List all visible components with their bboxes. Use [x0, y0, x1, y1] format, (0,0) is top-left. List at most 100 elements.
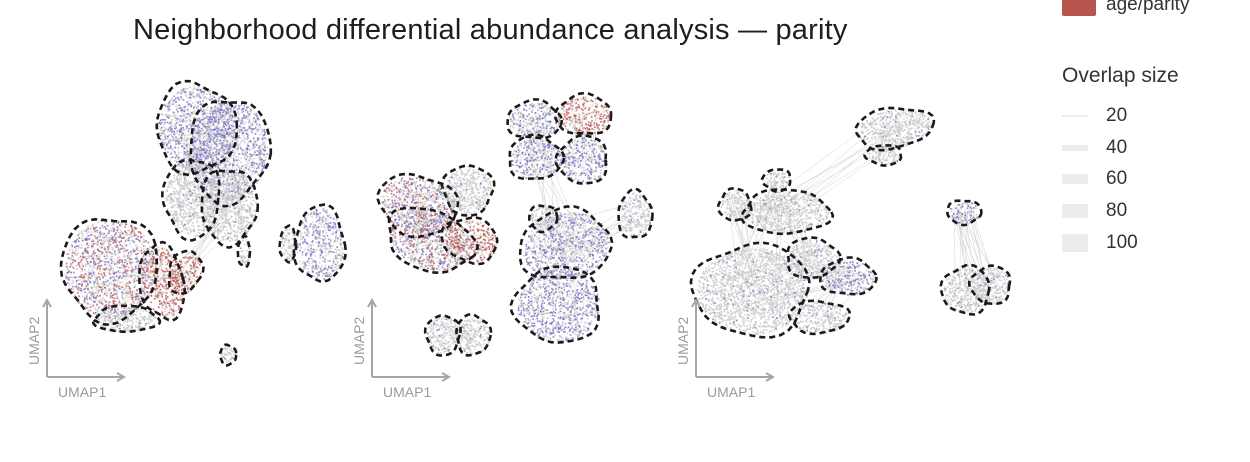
neighborhood-point — [229, 194, 231, 197]
neighborhood-point — [229, 190, 232, 192]
neighborhood-point — [233, 207, 236, 209]
neighborhood-point — [259, 153, 262, 156]
neighborhood-point — [83, 230, 85, 232]
neighborhood-point — [122, 292, 124, 295]
neighborhood-point — [182, 224, 185, 227]
neighborhood-point — [208, 149, 211, 152]
neighborhood-point — [217, 159, 220, 162]
neighborhood-point — [211, 160, 214, 163]
neighborhood-point — [189, 193, 191, 195]
neighborhood-point — [94, 307, 97, 310]
neighborhood-point — [203, 228, 206, 230]
neighborhood-point — [212, 157, 214, 159]
neighborhood-point — [217, 224, 220, 227]
neighborhood-point — [183, 106, 186, 109]
neighborhood-point — [78, 301, 80, 304]
neighborhood-point — [177, 91, 180, 93]
neighborhood-point — [228, 175, 230, 177]
neighborhood-point — [183, 129, 185, 132]
neighborhood-point — [128, 260, 131, 262]
neighborhood-point — [245, 164, 247, 166]
neighborhood-point — [199, 142, 202, 145]
neighborhood-point — [72, 267, 75, 269]
neighborhood-point — [116, 295, 118, 297]
neighborhood-point — [86, 274, 88, 277]
neighborhood-point — [179, 137, 181, 140]
neighborhood-point — [107, 306, 110, 309]
neighborhood-point — [207, 145, 210, 147]
neighborhood-point — [249, 125, 252, 128]
neighborhood-point — [207, 172, 209, 175]
neighborhood-point — [202, 224, 204, 226]
neighborhood-point — [251, 213, 253, 216]
neighborhood-point — [175, 120, 177, 122]
neighborhood-point — [117, 247, 119, 249]
neighborhood-point — [182, 132, 184, 135]
neighborhood-point — [187, 156, 190, 159]
neighborhood-point — [123, 269, 126, 272]
neighborhood-point — [243, 218, 245, 221]
neighborhood-point — [216, 237, 219, 239]
neighborhood-point — [187, 97, 189, 99]
neighborhood-point — [241, 109, 243, 111]
neighborhood-point — [144, 279, 147, 282]
neighborhood-edge — [954, 215, 976, 281]
neighborhood-point — [254, 114, 256, 116]
neighborhood-point — [178, 202, 181, 204]
neighborhood-point — [119, 222, 122, 225]
neighborhood-point — [211, 182, 213, 184]
neighborhood-point — [248, 184, 251, 187]
neighborhood-point — [199, 141, 202, 143]
neighborhood-point — [229, 205, 231, 208]
neighborhood-point — [196, 131, 198, 133]
neighborhood-point — [215, 189, 218, 191]
neighborhood-point — [221, 217, 224, 220]
neighborhood-point — [97, 295, 100, 298]
neighborhood-point — [179, 190, 181, 193]
neighborhood-point — [261, 165, 263, 168]
neighborhood-point — [109, 252, 111, 254]
neighborhood-point — [103, 306, 106, 309]
neighborhood-point — [211, 159, 214, 161]
neighborhood-point — [164, 128, 167, 130]
neighborhood-point — [224, 192, 227, 194]
neighborhood-point — [175, 220, 177, 222]
neighborhood-point — [101, 253, 103, 256]
neighborhood-point — [221, 116, 223, 118]
neighborhood-point — [219, 197, 221, 200]
neighborhood-point — [207, 177, 210, 180]
neighborhood-point — [143, 245, 145, 247]
neighborhood-point — [136, 302, 139, 304]
neighborhood-point — [221, 114, 224, 116]
neighborhood-point — [173, 191, 176, 193]
neighborhood-point — [91, 274, 94, 277]
neighborhood-point — [225, 149, 228, 151]
neighborhood-point — [105, 234, 107, 236]
neighborhood-point — [164, 121, 166, 124]
neighborhood-point — [233, 172, 235, 174]
neighborhood-point — [218, 131, 220, 133]
neighborhood-point — [133, 282, 135, 284]
neighborhood-point — [174, 138, 176, 141]
neighborhood-point — [235, 219, 237, 221]
neighborhood-point — [259, 156, 261, 158]
neighborhood-point — [243, 197, 246, 199]
neighborhood-point — [236, 140, 239, 142]
neighborhood-point — [140, 252, 143, 254]
neighborhood-point — [121, 231, 123, 234]
neighborhood-point — [238, 107, 241, 110]
neighborhood-point — [101, 291, 103, 293]
neighborhood-point — [212, 134, 214, 136]
neighborhood-point — [217, 170, 220, 172]
neighborhood-point — [215, 198, 218, 200]
neighborhood-point — [212, 120, 215, 122]
neighborhood-point — [158, 132, 161, 135]
neighborhood-point — [99, 242, 102, 245]
neighborhood-point — [108, 245, 110, 248]
neighborhood-point — [129, 310, 132, 313]
neighborhood-point — [245, 132, 248, 135]
neighborhood-point — [217, 162, 219, 165]
neighborhood-point — [192, 184, 194, 186]
neighborhood-point — [227, 236, 229, 238]
neighborhood-point — [219, 142, 222, 145]
